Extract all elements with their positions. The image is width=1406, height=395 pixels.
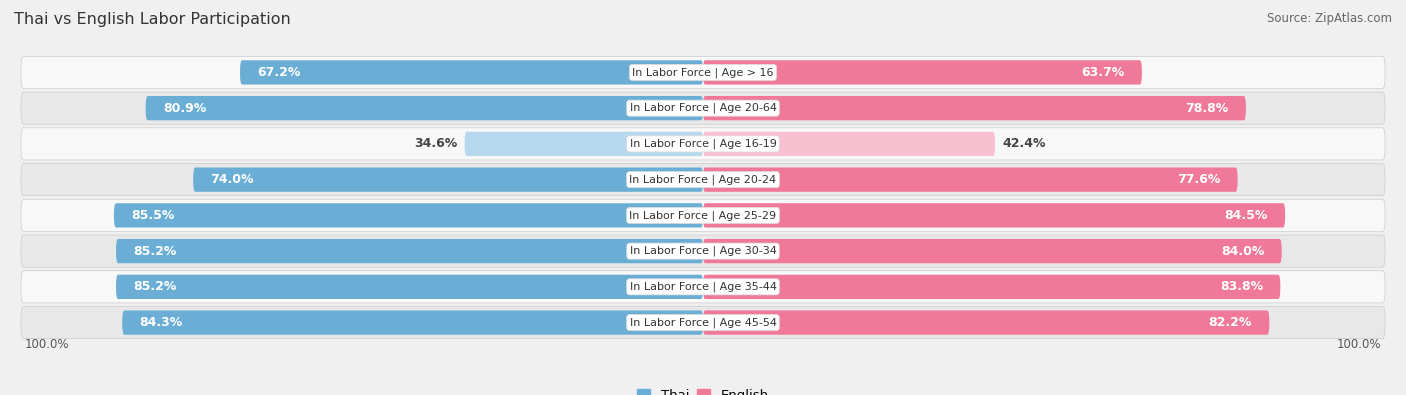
- FancyBboxPatch shape: [703, 203, 1285, 228]
- FancyBboxPatch shape: [703, 96, 1246, 120]
- FancyBboxPatch shape: [21, 56, 1385, 88]
- Text: 100.0%: 100.0%: [24, 338, 69, 351]
- Text: 85.5%: 85.5%: [131, 209, 174, 222]
- Text: 63.7%: 63.7%: [1081, 66, 1125, 79]
- Text: 67.2%: 67.2%: [257, 66, 301, 79]
- Text: In Labor Force | Age 20-64: In Labor Force | Age 20-64: [630, 103, 776, 113]
- Text: 77.6%: 77.6%: [1177, 173, 1220, 186]
- FancyBboxPatch shape: [703, 60, 1142, 85]
- Text: 85.2%: 85.2%: [134, 280, 177, 293]
- Text: In Labor Force | Age 45-54: In Labor Force | Age 45-54: [630, 317, 776, 328]
- Text: In Labor Force | Age 16-19: In Labor Force | Age 16-19: [630, 139, 776, 149]
- FancyBboxPatch shape: [122, 310, 703, 335]
- Text: 84.5%: 84.5%: [1225, 209, 1268, 222]
- FancyBboxPatch shape: [464, 132, 703, 156]
- FancyBboxPatch shape: [193, 167, 703, 192]
- Text: 82.2%: 82.2%: [1209, 316, 1253, 329]
- FancyBboxPatch shape: [21, 199, 1385, 231]
- FancyBboxPatch shape: [703, 275, 1281, 299]
- Text: In Labor Force | Age > 16: In Labor Force | Age > 16: [633, 67, 773, 78]
- FancyBboxPatch shape: [240, 60, 703, 85]
- FancyBboxPatch shape: [703, 310, 1270, 335]
- FancyBboxPatch shape: [703, 239, 1282, 263]
- FancyBboxPatch shape: [21, 271, 1385, 303]
- Text: 84.3%: 84.3%: [139, 316, 183, 329]
- FancyBboxPatch shape: [21, 164, 1385, 196]
- FancyBboxPatch shape: [21, 235, 1385, 267]
- FancyBboxPatch shape: [703, 167, 1237, 192]
- FancyBboxPatch shape: [21, 92, 1385, 124]
- FancyBboxPatch shape: [703, 132, 995, 156]
- Text: 34.6%: 34.6%: [415, 137, 458, 150]
- Text: Source: ZipAtlas.com: Source: ZipAtlas.com: [1267, 12, 1392, 25]
- Text: 80.9%: 80.9%: [163, 102, 207, 115]
- Text: 42.4%: 42.4%: [1002, 137, 1046, 150]
- Text: In Labor Force | Age 35-44: In Labor Force | Age 35-44: [630, 282, 776, 292]
- Text: 100.0%: 100.0%: [1337, 338, 1382, 351]
- FancyBboxPatch shape: [21, 307, 1385, 339]
- Text: 84.0%: 84.0%: [1222, 245, 1264, 258]
- FancyBboxPatch shape: [114, 203, 703, 228]
- Text: Thai vs English Labor Participation: Thai vs English Labor Participation: [14, 12, 291, 27]
- Text: In Labor Force | Age 30-34: In Labor Force | Age 30-34: [630, 246, 776, 256]
- Text: 85.2%: 85.2%: [134, 245, 177, 258]
- Text: 78.8%: 78.8%: [1185, 102, 1229, 115]
- FancyBboxPatch shape: [117, 239, 703, 263]
- Text: In Labor Force | Age 20-24: In Labor Force | Age 20-24: [630, 174, 776, 185]
- Text: 83.8%: 83.8%: [1220, 280, 1263, 293]
- Legend: Thai, English: Thai, English: [631, 384, 775, 395]
- Text: In Labor Force | Age 25-29: In Labor Force | Age 25-29: [630, 210, 776, 221]
- FancyBboxPatch shape: [117, 275, 703, 299]
- FancyBboxPatch shape: [146, 96, 703, 120]
- FancyBboxPatch shape: [21, 128, 1385, 160]
- Text: 74.0%: 74.0%: [211, 173, 254, 186]
